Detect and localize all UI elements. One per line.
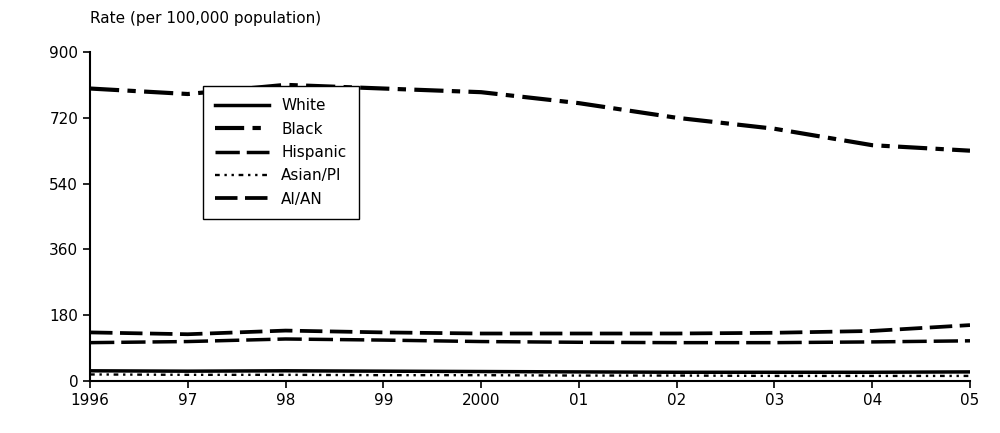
AI/AN — [768, 330, 780, 336]
Black — [280, 82, 292, 87]
Hispanic — [280, 336, 292, 342]
White — [866, 370, 878, 375]
White — [280, 368, 292, 373]
Asian/PI — [573, 373, 585, 378]
Hispanic — [768, 340, 780, 345]
Asian/PI — [671, 373, 683, 378]
Line: White: White — [90, 371, 970, 372]
Line: AI/AN: AI/AN — [90, 325, 970, 334]
AI/AN — [84, 330, 96, 335]
Asian/PI — [377, 372, 389, 378]
Asian/PI — [768, 373, 780, 378]
Black — [573, 100, 585, 106]
AI/AN — [475, 331, 487, 336]
Line: Black: Black — [90, 85, 970, 151]
White — [182, 368, 194, 374]
Asian/PI — [866, 373, 878, 378]
AI/AN — [280, 328, 292, 333]
Asian/PI — [182, 372, 194, 378]
AI/AN — [964, 323, 976, 328]
White — [964, 369, 976, 375]
Hispanic — [866, 339, 878, 345]
Hispanic — [84, 340, 96, 345]
Hispanic — [671, 340, 683, 345]
AI/AN — [866, 328, 878, 333]
Text: Rate (per 100,000 population): Rate (per 100,000 population) — [90, 11, 321, 26]
Asian/PI — [280, 372, 292, 378]
Legend: White, Black, Hispanic, Asian/PI, AI/AN: White, Black, Hispanic, Asian/PI, AI/AN — [203, 86, 359, 219]
White — [84, 368, 96, 373]
Black — [475, 90, 487, 95]
Hispanic — [182, 339, 194, 344]
Hispanic — [377, 337, 389, 343]
Asian/PI — [964, 373, 976, 378]
AI/AN — [573, 331, 585, 336]
Black — [377, 86, 389, 91]
Asian/PI — [84, 372, 96, 377]
White — [768, 370, 780, 375]
AI/AN — [182, 332, 194, 337]
White — [377, 368, 389, 374]
Black — [768, 126, 780, 131]
White — [573, 369, 585, 375]
Hispanic — [475, 339, 487, 344]
White — [671, 370, 683, 375]
Black — [866, 142, 878, 148]
Hispanic — [573, 339, 585, 345]
White — [475, 369, 487, 374]
AI/AN — [671, 331, 683, 336]
Black — [182, 91, 194, 97]
Asian/PI — [475, 372, 487, 378]
Black — [964, 148, 976, 153]
Black — [671, 115, 683, 120]
Black — [84, 86, 96, 91]
AI/AN — [377, 330, 389, 335]
Line: Asian/PI: Asian/PI — [90, 375, 970, 376]
Hispanic — [964, 338, 976, 343]
Line: Hispanic: Hispanic — [90, 339, 970, 343]
